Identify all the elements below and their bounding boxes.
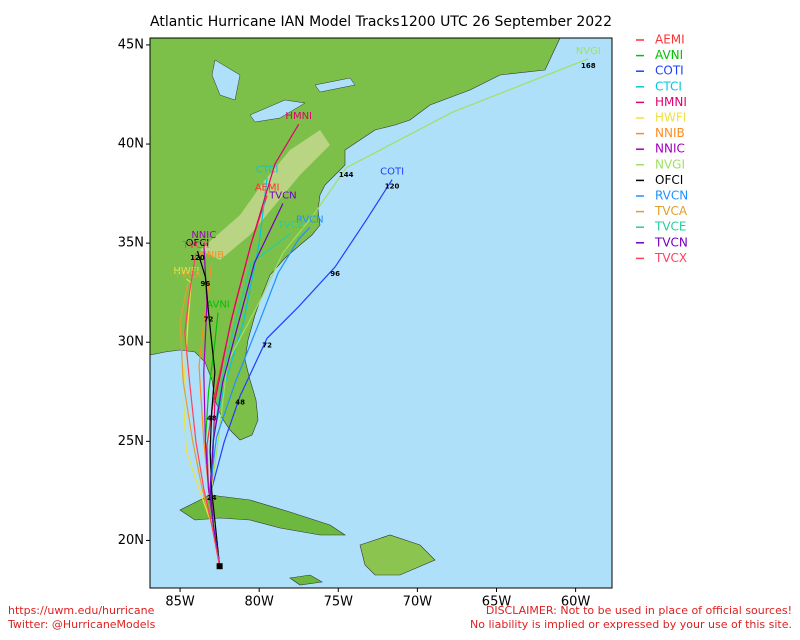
- forecast-hour: 24: [207, 494, 217, 502]
- track-label: OFCI: [186, 238, 210, 249]
- forecast-hour: 96: [330, 270, 340, 278]
- land-hispaniola: [359, 534, 436, 576]
- x-tick-label: 85W: [165, 595, 195, 610]
- legend-label: TVCN: [654, 235, 688, 249]
- y-tick-label: 40N: [118, 137, 144, 152]
- footer-twitter: Twitter: @HurricaneModels: [7, 618, 156, 631]
- track-label: AVNI: [206, 300, 229, 311]
- track-label: HWFI: [173, 266, 199, 277]
- track-label: COTI: [380, 167, 404, 178]
- x-tick-label: 80W: [244, 595, 274, 610]
- track-label: TVCN: [268, 190, 296, 201]
- forecast-hour: 96: [201, 280, 211, 288]
- track-label: RVCN: [296, 214, 324, 225]
- legend-label: CTCI: [655, 79, 682, 93]
- legend-label: OFCI: [655, 173, 683, 187]
- legend-label: TVCX: [654, 251, 687, 265]
- legend-label: HMNI: [655, 95, 687, 109]
- track-label: AEMI: [255, 183, 280, 194]
- x-tick-label: 75W: [324, 595, 354, 610]
- storm-origin: [216, 563, 223, 570]
- forecast-hour: 168: [581, 62, 596, 70]
- forecast-hour: 48: [207, 415, 217, 423]
- land-cuba: [179, 494, 346, 536]
- x-tick-label: 65W: [482, 595, 512, 610]
- track-label: NNIB: [199, 250, 224, 261]
- y-tick-label: 30N: [118, 335, 144, 350]
- legend-label: RVCN: [655, 189, 688, 203]
- track-label: HMNI: [285, 111, 312, 122]
- footer-disclaimer: No liability is implied or expressed by …: [470, 618, 792, 631]
- forecast-hour: 120: [385, 183, 400, 191]
- map-frame: [149, 37, 613, 589]
- forecast-hour: 72: [204, 316, 214, 324]
- chart-title: Atlantic Hurricane IAN Model Tracks: [150, 14, 400, 30]
- x-tick-label: 60W: [561, 595, 591, 610]
- footer-link: https://uwm.edu/hurricane: [8, 604, 155, 617]
- legend-label: AEMI: [655, 33, 685, 47]
- footer-disclaimer: DISCLAIMER: Not to be used in place of o…: [486, 604, 792, 617]
- forecast-hour: 72: [262, 341, 272, 349]
- storm-track: [196, 250, 221, 567]
- legend-label: NVGI: [655, 157, 685, 171]
- track-label: CTCI: [256, 165, 278, 176]
- lake: [211, 59, 241, 101]
- y-tick-label: 20N: [118, 533, 144, 548]
- track-label: TVCX: [181, 240, 209, 251]
- legend-label: COTI: [655, 64, 684, 78]
- forecast-hour: 144: [339, 171, 354, 179]
- chart-subtitle: 1200 UTC 26 September 2022: [400, 14, 612, 30]
- legend-label: AVNI: [655, 48, 683, 62]
- lake: [314, 77, 356, 93]
- legend-label: TVCE: [654, 220, 687, 234]
- legend-label: NNIB: [655, 126, 685, 140]
- track-label: NNIC: [191, 230, 216, 241]
- lake: [249, 99, 306, 123]
- y-tick-label: 25N: [118, 434, 144, 449]
- track-label: TVCA: [174, 270, 202, 281]
- track-label: TVCE: [277, 220, 304, 231]
- y-tick-label: 45N: [118, 37, 144, 52]
- storm-track: [209, 203, 284, 567]
- legend-label: NNIC: [655, 142, 685, 156]
- storm-track: [184, 252, 221, 567]
- x-tick-label: 70W: [403, 595, 433, 610]
- y-tick-label: 35N: [118, 236, 144, 251]
- land-jamaica: [289, 574, 323, 586]
- legend-label: HWFI: [655, 111, 686, 125]
- track-label: NVGI: [576, 46, 601, 57]
- forecast-hour: 48: [235, 399, 245, 407]
- forecast-hour: 120: [190, 254, 205, 262]
- legend-label: TVCA: [654, 204, 688, 218]
